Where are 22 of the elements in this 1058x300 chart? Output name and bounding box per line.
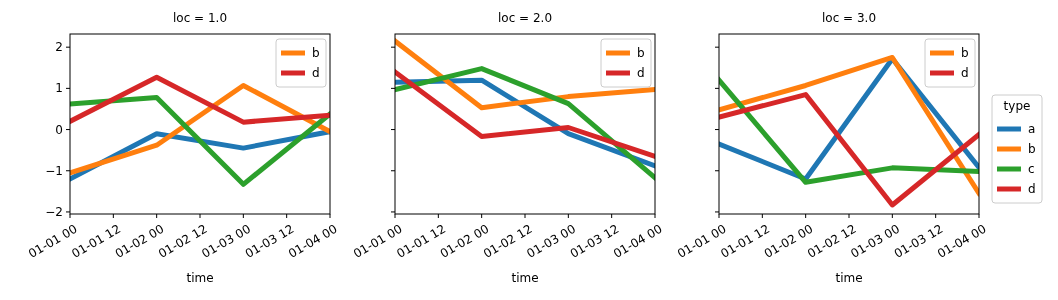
y-tick-label: 2 [55,40,63,55]
legend-title: type [1003,99,1031,113]
x-axis-title: time [186,271,214,285]
legend-label: c [1028,162,1035,176]
y-tick-label: 0 [55,122,63,137]
text: b [1028,142,1036,156]
chart-title: loc = 2.0 [497,11,553,25]
text: d [1028,182,1036,196]
legend-label: d [312,66,320,80]
legend-label: d [961,66,969,80]
legend-label: d [637,66,645,80]
legend-label: b [961,46,969,60]
y-tick-label: −2 [45,204,63,219]
legend-label: a [1028,122,1036,136]
x-axis-title: time [835,271,863,285]
y-tick-label: −1 [45,163,63,178]
chart-title: loc = 1.0 [172,11,228,25]
chart-title: loc = 3.0 [821,11,877,25]
y-tick-label: 1 [55,81,63,96]
legend-label: b [637,46,645,60]
x-axis-title: time [511,271,539,285]
legend-label: b [312,46,320,60]
